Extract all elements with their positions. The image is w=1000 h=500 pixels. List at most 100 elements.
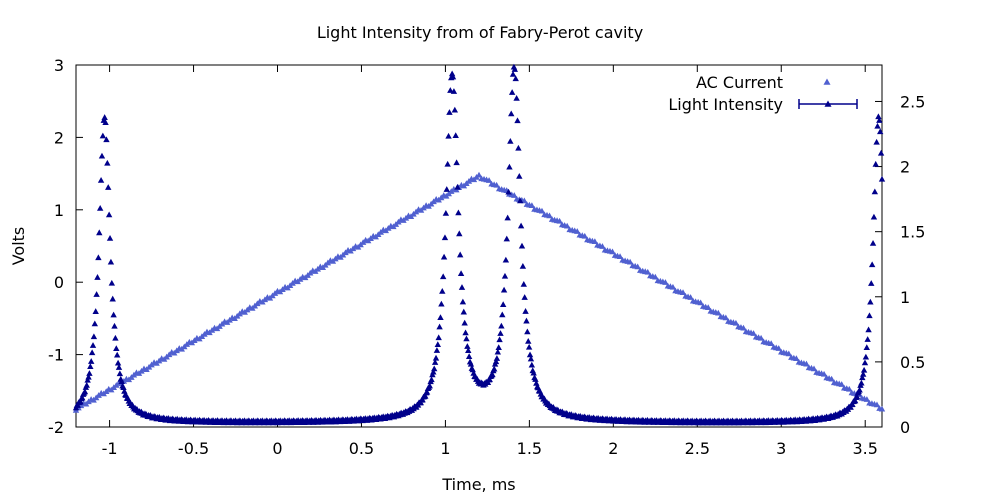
light-intensity-point: [862, 353, 870, 360]
light-intensity-point: [107, 258, 115, 265]
light-intensity-point: [501, 272, 509, 279]
light-intensity-point: [440, 253, 448, 260]
legend-label-light-intensity: Light Intensity: [668, 95, 783, 114]
light-intensity-point: [113, 345, 120, 352]
ac-current-point: [475, 171, 483, 178]
ac-current-point: [757, 334, 765, 341]
ac-current-point: [732, 319, 740, 326]
ac-current-point: [652, 273, 659, 280]
light-intensity-point: [461, 319, 468, 326]
x-tick-label: 0.5: [349, 439, 374, 458]
light-intensity-point: [858, 379, 865, 386]
light-intensity-point: [436, 323, 443, 330]
light-intensity-point: [439, 273, 447, 280]
light-intensity-point: [441, 234, 449, 241]
light-intensity-point: [106, 234, 114, 241]
light-intensity-point: [426, 382, 433, 389]
ac-current-point: [810, 365, 818, 372]
light-intensity-point: [422, 392, 429, 399]
light-intensity-point: [79, 394, 86, 401]
light-intensity-point: [511, 66, 519, 72]
ac-current-point: [793, 355, 800, 362]
light-intensity-point: [526, 351, 534, 358]
legend-swatch-ac-current: [823, 78, 831, 85]
y2-tick-label: 2.5: [900, 92, 925, 111]
y2-tick-label: 1: [900, 288, 910, 307]
x-tick-label: 0: [272, 439, 282, 458]
light-intensity-point: [517, 222, 525, 229]
light-intensity-point: [874, 122, 881, 129]
light-intensity-point: [497, 330, 504, 336]
light-intensity-point: [95, 254, 102, 261]
light-intensity-point: [868, 280, 875, 286]
light-intensity-point: [864, 336, 871, 342]
x-tick-label: 2: [608, 439, 618, 458]
light-intensity-point: [851, 397, 859, 404]
ac-current-point: [556, 217, 563, 224]
ac-current-point: [574, 228, 581, 234]
light-intensity-point: [514, 117, 521, 124]
light-intensity-point: [449, 73, 457, 80]
light-intensity-point: [94, 274, 101, 280]
light-intensity-point: [516, 173, 523, 179]
light-intensity-point: [454, 183, 461, 190]
light-intensity-point: [467, 360, 475, 367]
light-intensity-point: [428, 376, 435, 383]
light-intensity-point: [111, 322, 118, 329]
y-tick-label: -1: [48, 346, 64, 365]
light-intensity-point: [860, 366, 868, 373]
light-intensity-point: [121, 388, 128, 394]
y-tick-label: 1: [54, 201, 64, 220]
light-intensity-point: [464, 343, 471, 349]
ac-current-point: [591, 238, 599, 245]
light-intensity-point: [499, 311, 506, 318]
light-intensity-point: [103, 136, 110, 143]
light-intensity-point: [856, 386, 863, 393]
y-tick-label: 2: [54, 128, 64, 147]
light-intensity-point: [91, 320, 99, 327]
light-intensity-point: [444, 160, 451, 167]
light-intensity-point: [876, 117, 883, 123]
ac-current-point: [846, 385, 853, 392]
light-intensity-point: [114, 359, 122, 366]
y-axis: -2 -1 0 1 2 3: [48, 56, 83, 437]
light-intensity-point: [491, 365, 498, 372]
light-intensity-point: [442, 210, 450, 216]
y2-tick-label: 0.5: [900, 353, 925, 372]
light-intensity-point: [450, 88, 458, 94]
light-intensity-point: [443, 186, 450, 192]
ac-current-point: [697, 299, 704, 306]
light-intensity-point: [499, 301, 507, 308]
ac-current-point: [485, 177, 493, 183]
light-intensity-point: [434, 341, 442, 347]
ac-current-point: [521, 197, 528, 204]
ac-current-point: [785, 350, 793, 357]
light-intensity-point: [109, 295, 116, 302]
light-intensity-point: [525, 338, 532, 344]
x-tick-label: 2.5: [685, 439, 710, 458]
light-intensity-point: [430, 368, 437, 375]
light-intensity-point: [504, 214, 511, 221]
ac-current-point: [687, 294, 694, 300]
ac-current-point: [838, 381, 845, 387]
light-intensity-point: [97, 177, 105, 183]
x-tick-label: -0.5: [178, 439, 209, 458]
light-intensity-point: [432, 354, 440, 361]
light-intensity-point: [446, 109, 453, 115]
ac-current-point: [722, 314, 730, 321]
ac-current-point: [803, 360, 810, 367]
light-intensity-point: [435, 334, 442, 341]
light-intensity-point: [509, 70, 517, 77]
light-intensity-point: [533, 380, 540, 386]
light-intensity-point: [875, 113, 882, 120]
light-intensity-point: [96, 229, 103, 236]
ac-current-point: [750, 330, 757, 336]
ac-current-point: [715, 309, 722, 316]
light-intensity-point: [868, 261, 876, 268]
light-intensity-point: [463, 335, 470, 342]
light-intensity-point: [469, 366, 476, 373]
ac-current-point: [634, 263, 641, 270]
light-intensity-point: [458, 284, 466, 290]
light-intensity-point: [498, 322, 505, 329]
light-intensity-point: [431, 359, 439, 365]
